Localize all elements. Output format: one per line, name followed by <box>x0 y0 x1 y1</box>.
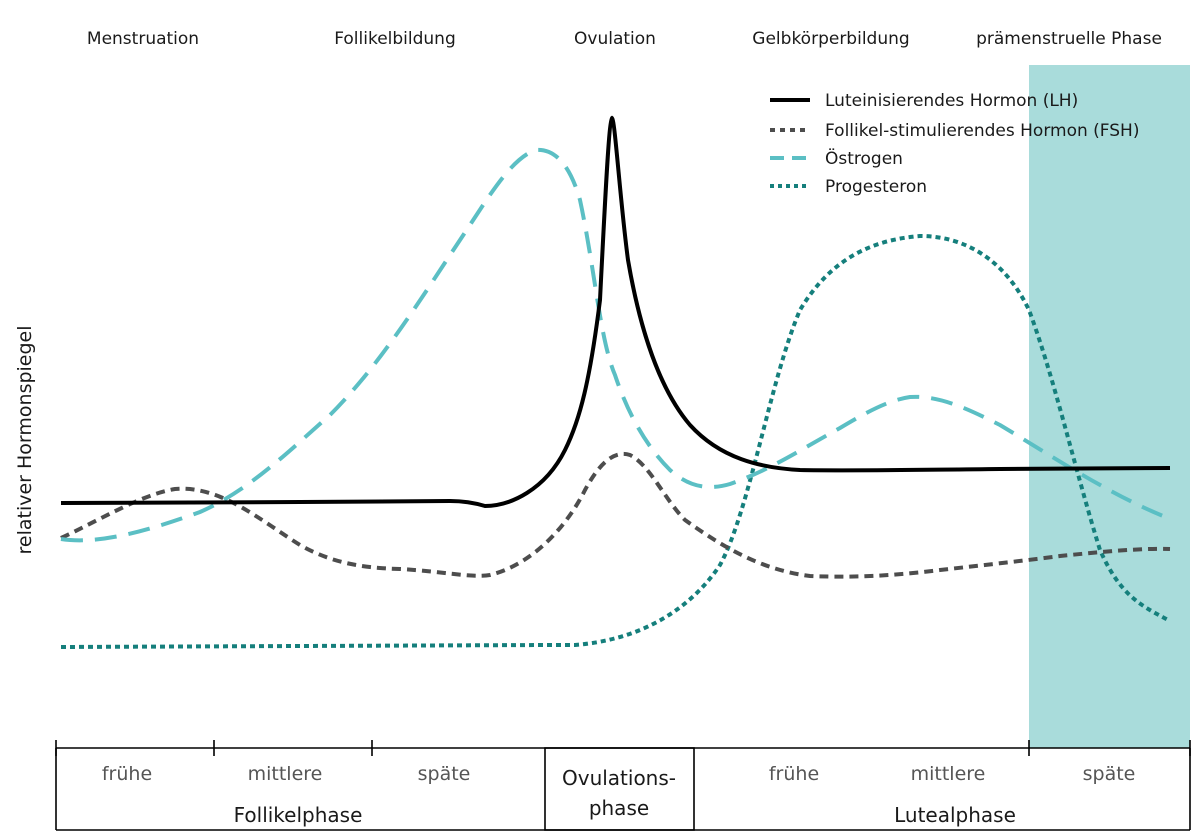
luteal-mittlere: mittlere <box>911 763 986 785</box>
legend-lh-label: Luteinisierendes Hormon (LH) <box>825 91 1078 111</box>
ovulationsphase-line1: Ovulations- <box>562 766 676 790</box>
timeline-axis <box>55 740 1191 831</box>
label-praemenstruelle-phase: prämenstruelle Phase <box>976 29 1162 49</box>
follikel-mittlere: mittlere <box>248 763 323 785</box>
label-ovulation: Ovulation <box>574 29 656 49</box>
follikelphase-label: Follikelphase <box>234 803 363 827</box>
premenstrual-band <box>1029 65 1190 748</box>
progesteron-curve <box>60 233 1169 649</box>
luteal-fruehe: frühe <box>769 763 819 785</box>
label-follikelbildung: Follikelbildung <box>334 29 456 49</box>
follikel-spaete: späte <box>418 763 471 785</box>
label-gelbkoerperbildung: Gelbkörperbildung <box>752 29 909 49</box>
oestrogen-curve <box>60 147 1169 543</box>
fsh-curve <box>60 451 1171 579</box>
legend-progesteron-label: Progesteron <box>825 177 927 197</box>
luteal-spaete: späte <box>1083 763 1136 785</box>
legend-fsh-label: Follikel-stimulierendes Hormon (FSH) <box>825 121 1139 141</box>
follikel-fruehe: frühe <box>102 763 152 785</box>
label-menstruation: Menstruation <box>87 29 199 49</box>
lutealphase-label: Lutealphase <box>894 803 1016 827</box>
ovulationsphase-line2: phase <box>589 796 649 820</box>
lh-curve <box>60 115 1171 509</box>
y-axis-label: relativer Hormonspiegel <box>14 325 36 554</box>
legend-oestrogen-label: Östrogen <box>825 147 903 169</box>
